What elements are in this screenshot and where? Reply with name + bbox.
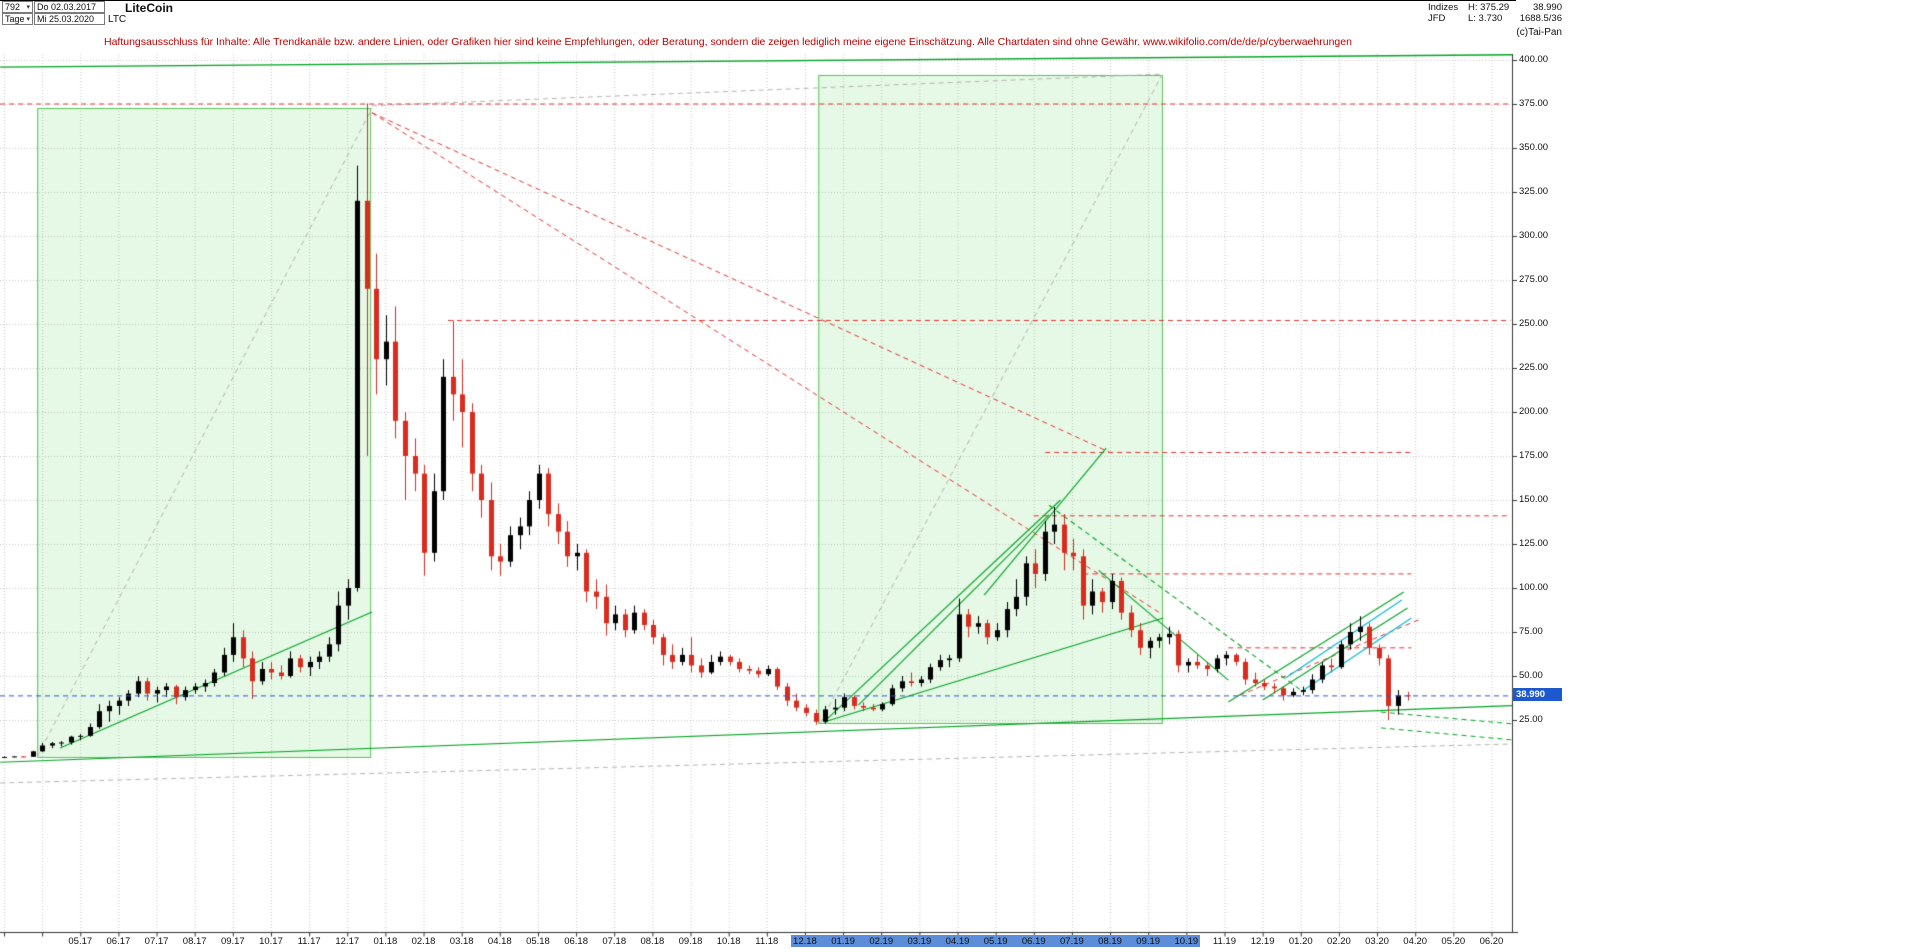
- price-axis-label: 300.00: [1519, 230, 1549, 241]
- time-axis-label: 08.18: [640, 936, 665, 947]
- time-axis-label: 05.17: [68, 936, 93, 947]
- price-axis-label: 175.00: [1519, 450, 1549, 461]
- price-axis-label: 75.00: [1519, 626, 1543, 637]
- instrument-symbol: LTC: [108, 14, 127, 25]
- price-axis-label: 400.00: [1519, 54, 1549, 65]
- time-axis-label: 03.18: [449, 936, 474, 947]
- price-axis-label: 350.00: [1519, 142, 1549, 153]
- time-axis-label: 11.19: [1212, 936, 1236, 947]
- time-axis-label: 05.18: [526, 936, 550, 947]
- copyright-label: (c)Tai-Pan: [1516, 27, 1562, 38]
- data-provider-label: JFD: [1428, 13, 1446, 24]
- time-axis-label: 02.20: [1327, 936, 1351, 947]
- last-price-label: 38.990: [1532, 2, 1562, 13]
- price-axis-label: 50.00: [1519, 670, 1543, 681]
- time-axis-label: 10.19: [1174, 936, 1199, 947]
- time-axis-label: 06.20: [1479, 936, 1504, 947]
- period-value: Tage: [5, 14, 25, 24]
- time-axis-label: 12.19: [1250, 936, 1275, 947]
- price-axis-label: 150.00: [1519, 494, 1549, 505]
- time-axis-label: 12.17: [335, 936, 360, 947]
- time-axis-label: 06.18: [564, 936, 588, 947]
- time-axis-label: 10.17: [259, 936, 283, 947]
- time-axis-label: 04.20: [1403, 936, 1428, 947]
- time-axis-label: 11.17: [297, 936, 321, 947]
- end-date-value: Mi 25.03.2020: [37, 14, 95, 24]
- window-top-border: [0, 0, 1516, 1]
- chart-number-value: 792: [5, 2, 21, 12]
- time-axis-label: 09.18: [678, 936, 703, 947]
- index-group-label: Indizes: [1428, 2, 1459, 13]
- time-axis-label: 10.18: [716, 936, 741, 947]
- start-date-box[interactable]: Do 02.03.2017: [34, 1, 105, 13]
- time-axis-label: 01.18: [373, 936, 398, 947]
- price-axis-label: 275.00: [1519, 274, 1549, 285]
- price-axis-label: 200.00: [1519, 406, 1549, 417]
- time-axis-label: 04.18: [487, 936, 512, 947]
- time-axis-label: 03.20: [1365, 936, 1389, 947]
- price-axis-label: 25.00: [1519, 714, 1543, 725]
- dropdown-arrow-icon: ▾: [26, 16, 30, 23]
- time-axis-label: 04.19: [945, 936, 970, 947]
- disclaimer-text: Haftungsausschluss für Inhalte: Alle Tre…: [104, 36, 1352, 48]
- time-axis-label: 06.19: [1021, 936, 1046, 947]
- last-price-marker: 38.990: [1513, 688, 1562, 702]
- start-date-value: Do 02.03.2017: [37, 2, 97, 12]
- time-axis-label: 08.19: [1098, 936, 1122, 947]
- price-axis-label: 125.00: [1519, 538, 1549, 549]
- time-axis-label: 07.18: [602, 936, 627, 947]
- time-axis-label: 07.19: [1060, 936, 1084, 947]
- price-axis-label: 375.00: [1519, 98, 1549, 109]
- time-axis-label: 01.20: [1288, 936, 1313, 947]
- time-axis-label: 09.19: [1136, 936, 1161, 947]
- price-axis-label: 100.00: [1519, 582, 1549, 593]
- time-axis-label: 02.19: [869, 936, 894, 947]
- volume-info-label: 1688.5/36: [1519, 13, 1562, 24]
- time-axis-label: 09.17: [220, 936, 245, 947]
- chart-number-dropdown[interactable]: 792 ▾: [2, 1, 33, 13]
- instrument-title: LiteCoin: [125, 1, 173, 15]
- time-axis-label: 01.19: [831, 936, 855, 947]
- selected-range-highlight: [790, 935, 1201, 947]
- period-low-label: L: 3.730: [1468, 13, 1503, 24]
- time-axis-label: 05.19: [983, 936, 1008, 947]
- time-axis-label: 06.17: [106, 936, 131, 947]
- time-axis-label: 12.18: [793, 936, 817, 947]
- time-axis-label: 03.19: [907, 936, 932, 947]
- price-axis-label: 225.00: [1519, 362, 1549, 373]
- price-axis-label: 325.00: [1519, 186, 1549, 197]
- time-axis-label: 02.18: [411, 936, 436, 947]
- time-axis-label: 08.17: [182, 936, 207, 947]
- time-axis-label: 11.18: [755, 936, 779, 947]
- price-axis-label: 250.00: [1519, 318, 1549, 329]
- dropdown-arrow-icon: ▾: [26, 4, 30, 11]
- time-axis-label: 07.17: [144, 936, 169, 947]
- time-axis-label: 05.20: [1441, 936, 1466, 947]
- period-high-label: H: 375.29: [1468, 2, 1510, 13]
- quote-info-block: Indizes H: 375.29 38.990 JFD L: 3.730 16…: [1428, 2, 1562, 24]
- end-date-box[interactable]: Mi 25.03.2020: [34, 13, 105, 25]
- period-dropdown[interactable]: Tage ▾: [2, 13, 33, 25]
